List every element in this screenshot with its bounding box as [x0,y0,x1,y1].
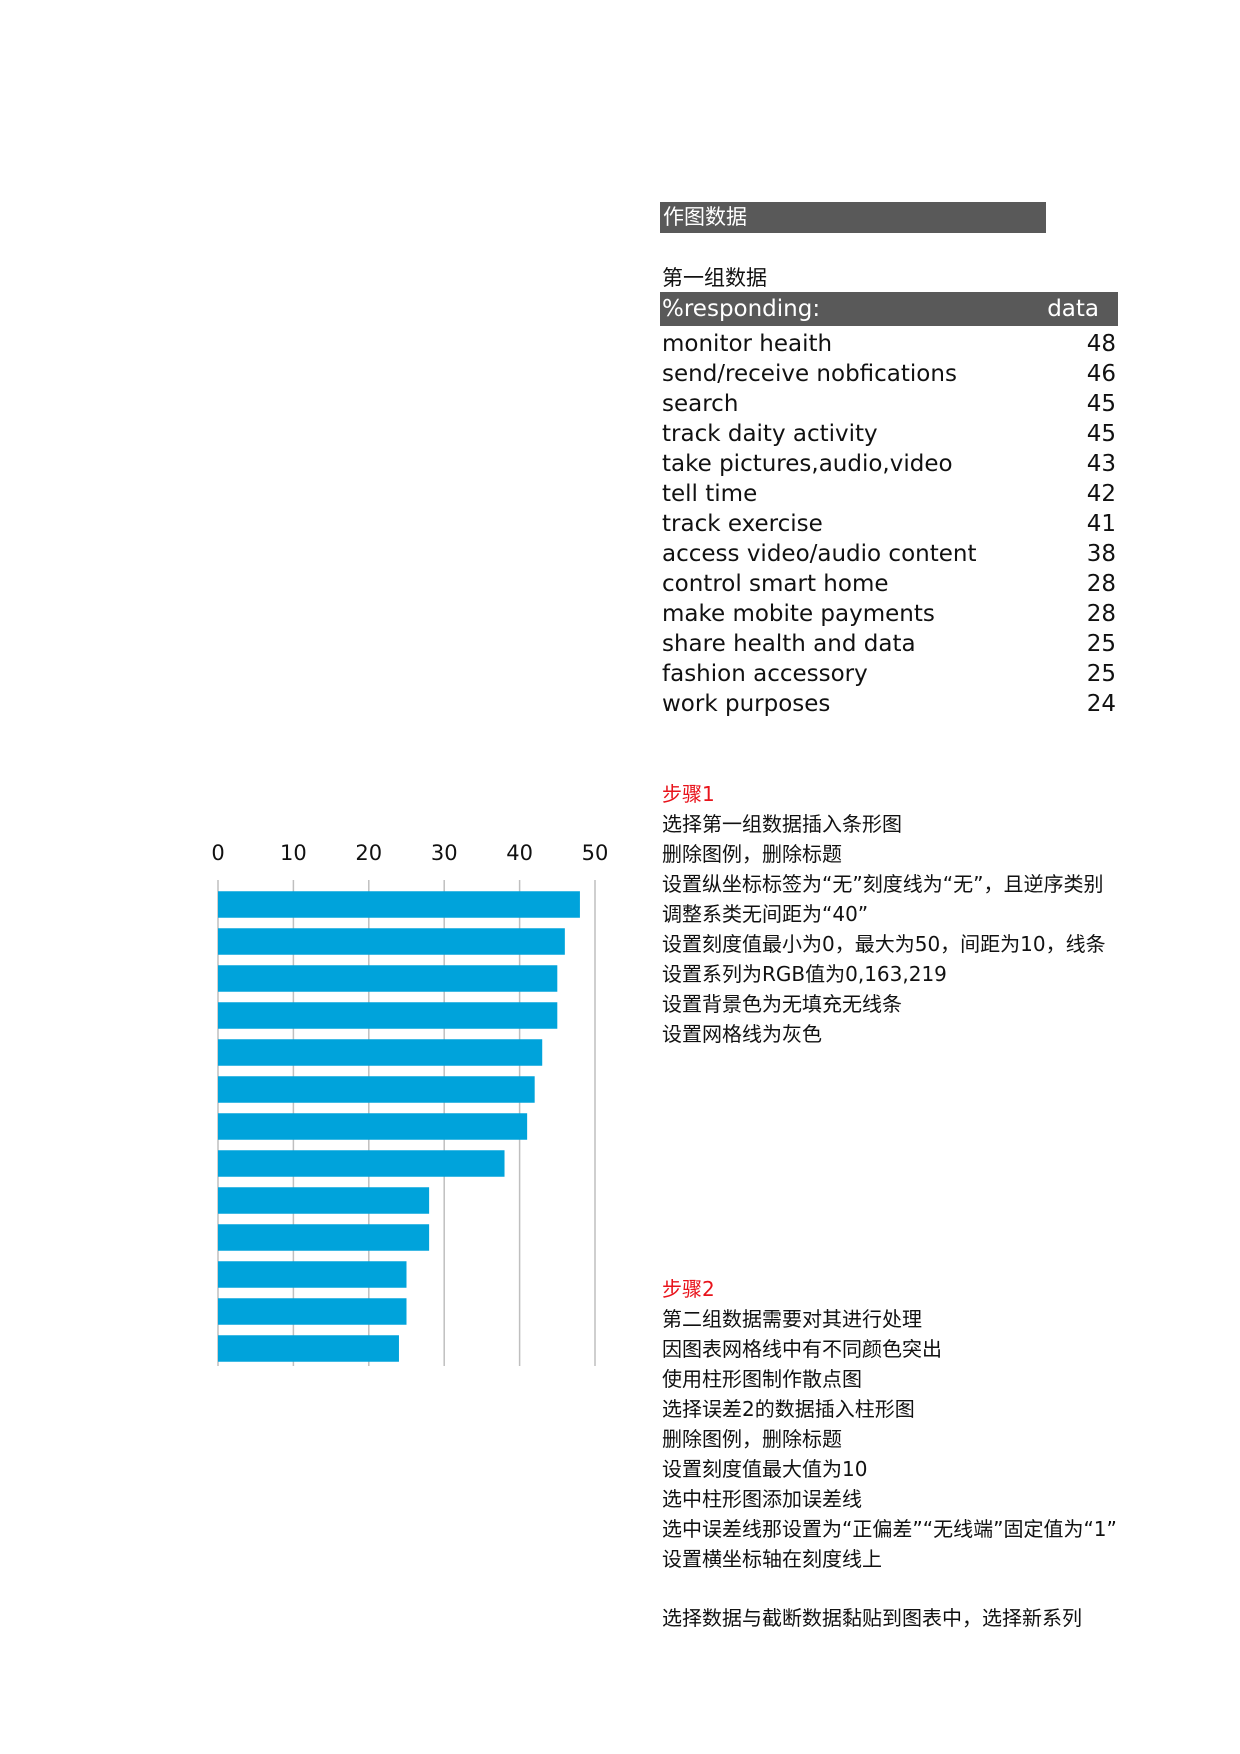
table-row-label: take pictures,audio,video [662,451,953,477]
table-row-label: control smart home [662,571,889,597]
table-row: track exercise 41 [662,509,1116,539]
x-tick-label: 0 [211,841,224,865]
x-tick-label: 50 [582,841,609,865]
step-line: 选中误差线那设置为“正偏差”“无线端”固定值为“1” [662,1517,1117,1541]
bar [218,1261,407,1288]
x-tick-label: 20 [355,841,382,865]
bar [218,1224,430,1251]
step2-heading: 步骤2 [662,1277,715,1301]
data-table: monitor heaith 48 send/receive nobfication… [662,329,1116,719]
bar [218,1113,528,1140]
bar [218,1039,543,1066]
table-row-value: 28 [1086,571,1116,597]
step-line: 设置刻度值最小为0，最大为50，间距为10，线条 [662,932,1106,956]
step-line: 选择第一组数据插入条形图 [662,812,902,836]
table-row-label: work purposes [662,691,831,717]
bar [218,891,580,918]
bar [218,1298,407,1325]
table-row-value: 45 [1086,421,1116,447]
step-line: 设置刻度值最大值为10 [662,1457,868,1481]
table-row-value: 48 [1086,331,1116,357]
table-row-label: search [662,391,739,417]
table-header-label: %responding: [662,296,821,322]
bar [218,1150,505,1177]
step-line: 因图表网格线中有不同颜色突出 [662,1337,942,1361]
step-line: 选择数据与截断数据黏贴到图表中，选择新系列 [662,1606,1082,1630]
table-row: tell time 42 [662,479,1116,509]
step2-lines: 第二组数据需要对其进行处理 因图表网格线中有不同颜色突出 使用柱形图制作散点图选择误… [662,1304,1117,1633]
section-title: 作图数据 [660,202,1046,233]
table-row: make mobite payments 28 [662,599,1116,629]
table-row-label: share health and data [662,631,916,657]
table-row-value: 42 [1086,481,1116,507]
group-title: 第一组数据 [662,266,767,290]
x-tick-label: 10 [280,841,307,865]
step-line: 删除图例，删除标题 [662,842,842,866]
table-row: track daity activity 45 [662,419,1116,449]
table-header: %responding: data [660,292,1118,326]
step-line: 调整系类无间距为“40” [662,902,869,926]
table-row-value: 45 [1086,391,1116,417]
x-tick-label: 40 [506,841,533,865]
step-line: 选择误差2的数据插入柱形图 [662,1397,915,1421]
bar [218,1002,558,1029]
table-row-label: track exercise [662,511,823,537]
step-line: 设置横坐标轴在刻度线上 [662,1547,882,1571]
bar [218,928,565,955]
table-row-label: track daity activity [662,421,878,447]
table-row-label: tell time [662,481,758,507]
table-row-value: 46 [1086,361,1116,387]
table-row-value: 25 [1086,631,1116,657]
step-line: 选中柱形图添加误差线 [662,1487,862,1511]
step-line: 设置系列为RGB值为0,163,219 [662,962,947,986]
table-row: access video/audio content 38 [662,539,1116,569]
table-row-value: 38 [1086,541,1116,567]
table-row-label: fashion accessory [662,661,868,687]
step-line: 删除图例，删除标题 [662,1427,842,1451]
bar-chart: 0 10 20 30 40 50 [211,841,609,1366]
step1-instructions: 步骤1 选择第一组数据插入条形图 删除图例，删除标题设置纵坐标标签为“无”刻度线为… [662,779,1117,1049]
step1-heading: 步骤1 [662,782,715,806]
step-line: 设置纵坐标标签为“无”刻度线为“无”，且逆序类别 [662,872,1104,896]
table-row-value: 41 [1086,511,1116,537]
table-row-label: make mobite payments [662,601,935,627]
table-row: send/receive nobfications 46 [662,359,1116,389]
table-row: fashion accessory 25 [662,659,1116,689]
step1-lines: 选择第一组数据插入条形图 删除图例，删除标题设置纵坐标标签为“无”刻度线为“无”，… [662,809,1117,1049]
table-row: work purposes 24 [662,689,1116,719]
table-row-label: access video/audio content [662,541,977,567]
bar [218,1335,399,1362]
bar [218,1187,430,1214]
table-row-label: monitor heaith [662,331,833,357]
table-row-value: 24 [1086,691,1116,717]
step-line: 第二组数据需要对其进行处理 [662,1307,922,1331]
step-line: 设置背景色为无填充无线条 [662,992,902,1016]
bar [218,965,558,992]
bar [218,1076,535,1103]
step2-instructions: 步骤2 第二组数据需要对其进行处理 因图表网格线中有不同颜色突出 使用柱形图制作散点… [662,1274,1117,1633]
step-line: 使用柱形图制作散点图 [662,1367,862,1391]
table-header-value: data [1047,296,1099,322]
table-row: take pictures,audio,video 43 [662,449,1116,479]
step-spacer [662,1574,1117,1603]
table-row: search 45 [662,389,1116,419]
table-row: control smart home 28 [662,569,1116,599]
table-row: share health and data 25 [662,629,1116,659]
table-row-value: 25 [1086,661,1116,687]
x-tick-label: 30 [431,841,458,865]
table-row: monitor heaith 48 [662,329,1116,359]
step-line: 设置网格线为灰色 [662,1022,822,1046]
table-row-value: 43 [1086,451,1116,477]
table-row-label: send/receive nobfications [662,361,957,387]
table-row-value: 28 [1086,601,1116,627]
